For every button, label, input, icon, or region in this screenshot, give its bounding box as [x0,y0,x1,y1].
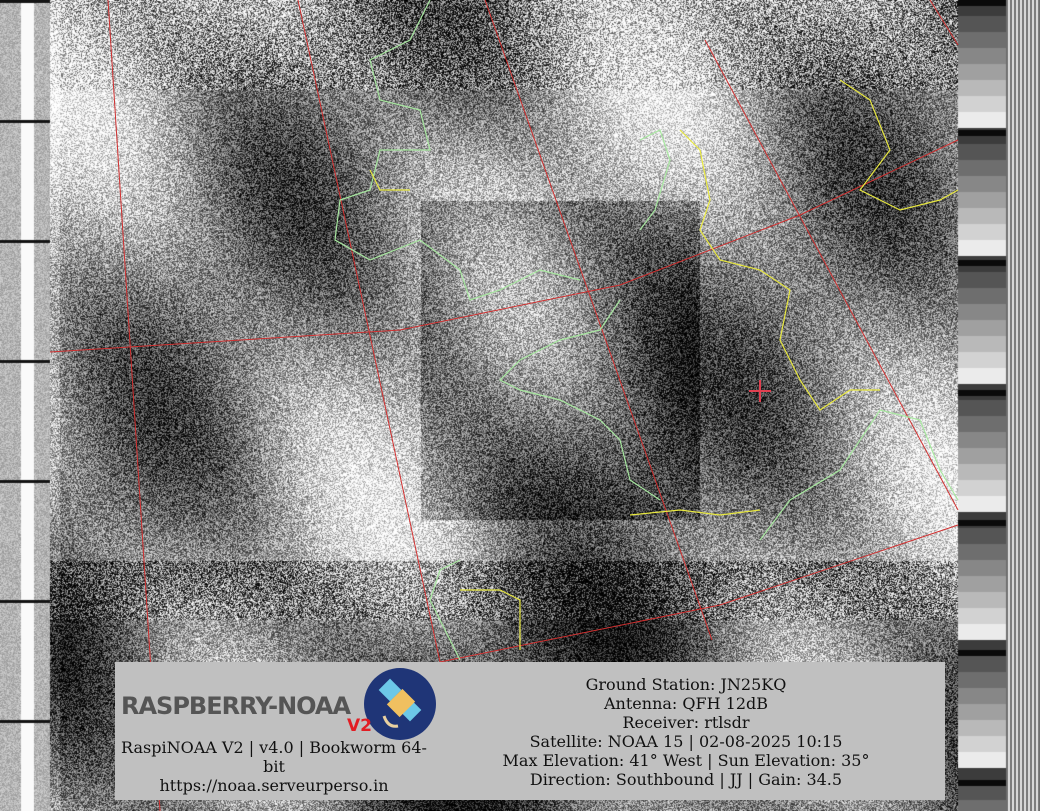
receiver-text: Receiver: rtlsdr [622,713,750,732]
borders [369,79,959,650]
meridian-line [297,0,441,663]
ground-station-marker [749,380,771,402]
info-panel: RASPBERRY-NOAA V2 RaspiNOAA V2 | v4.0 | … [115,662,945,800]
elevation-text: Max Elevation: 41° West | Sun Elevation:… [502,751,870,770]
meridian-line [929,0,959,46]
ground-station-text: Ground Station: JN25KQ [585,675,787,694]
pass-info: Ground Station: JN25KQ Antenna: QFH 12dB… [485,675,887,789]
coastlines [334,0,959,661]
logo-text: RASPBERRY-NOAA [121,692,351,720]
antenna-text: Antenna: QFH 12dB [604,694,768,713]
website-url: https://noaa.serveurperso.in [159,776,389,795]
raspberry-noaa-logo: RASPBERRY-NOAA V2 [121,668,436,742]
parallel-line [49,139,959,353]
graticule-lines [49,0,959,811]
meridian-line [704,39,959,511]
parallel-line [439,524,959,663]
satellite-text: Satellite: NOAA 15 | 02-08-2025 10:15 [529,732,843,751]
satellite-icon [364,668,436,740]
direction-text: Direction: Southbound | JJ | Gain: 34.5 [529,770,843,789]
meridian-line [484,0,713,641]
logo-badge: V2 [347,716,372,736]
version-text: RaspiNOAA V2 | v4.0 | Bookworm 64-bit [121,738,427,776]
station-info: RaspiNOAA V2 | v4.0 | Bookworm 64-bit ht… [115,738,433,795]
